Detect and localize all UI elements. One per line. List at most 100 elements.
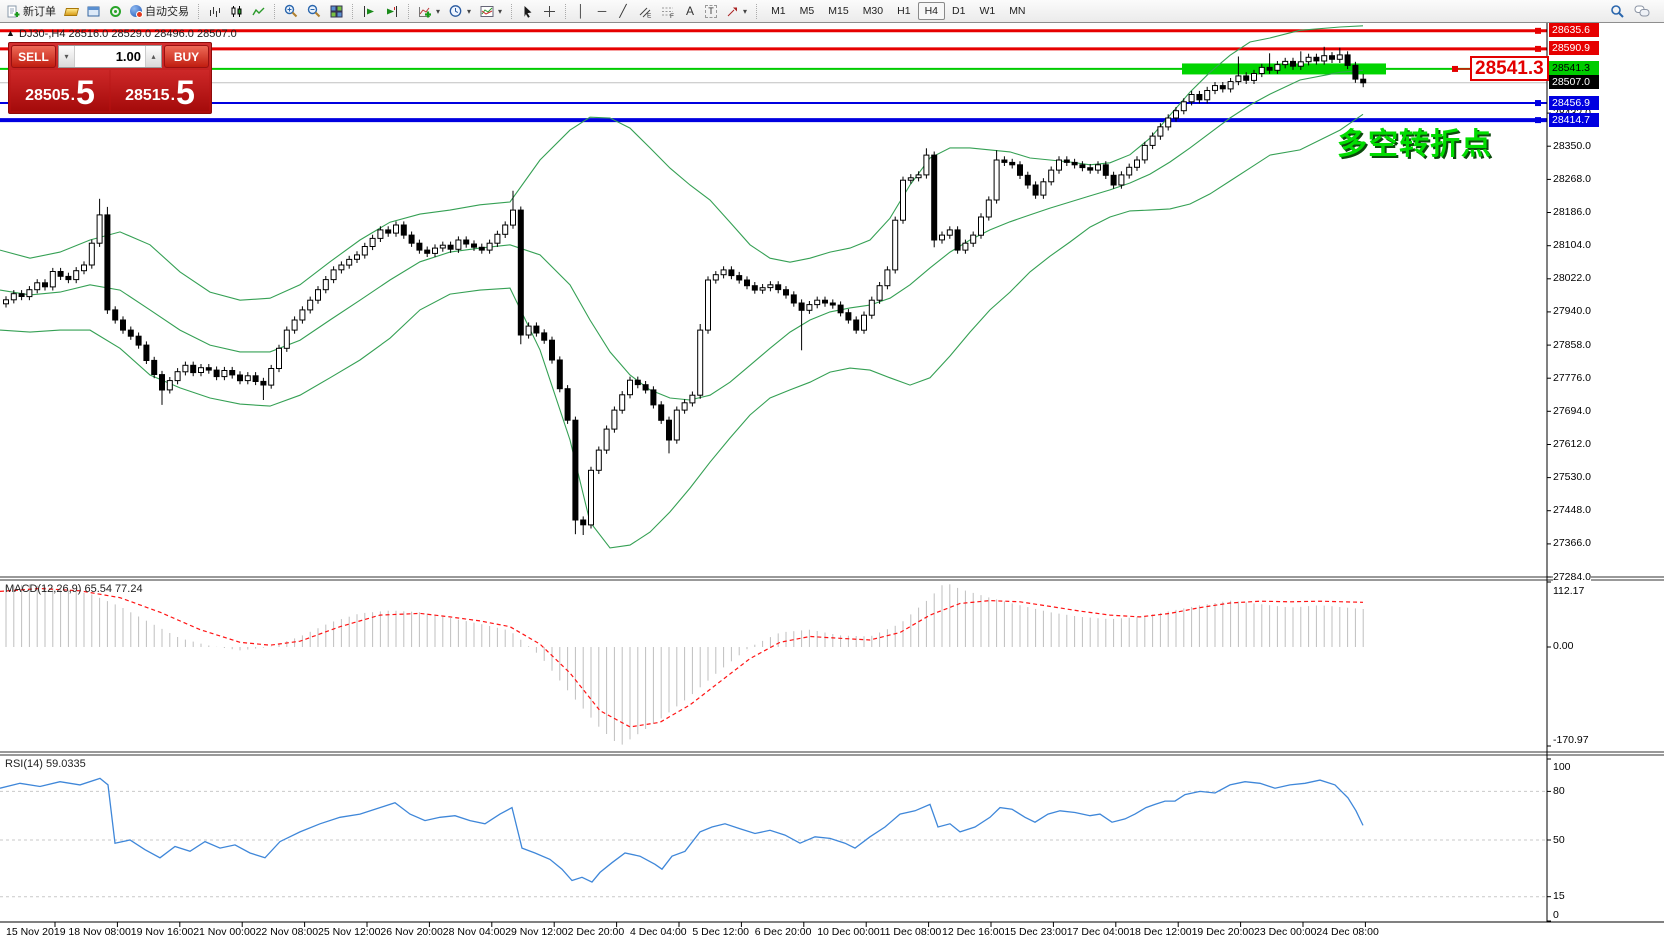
timeframe-mn[interactable]: MN: [1002, 2, 1032, 20]
price-chart-canvas[interactable]: [0, 23, 1664, 945]
price-tick-label: 27530.0: [1553, 471, 1591, 484]
dropdown-caret-icon: ▾: [743, 6, 748, 16]
time-axis-label: 5 Dec 12:00: [692, 926, 750, 938]
panel-divider[interactable]: [0, 575, 1664, 580]
text-label-icon: T: [705, 4, 717, 18]
time-axis-label: 10 Dec 00:00: [817, 926, 880, 938]
bid-dot: .: [70, 87, 76, 104]
vertical-line-tool-button[interactable]: │: [571, 1, 591, 21]
time-axis-label: 12 Dec 16:00: [942, 926, 1005, 938]
symbol-marker-icon: ▲: [6, 28, 15, 38]
price-tick-label: 28022.0: [1553, 272, 1591, 285]
volume-spinner: ▾ ▴: [58, 45, 162, 68]
periods-button[interactable]: ▾: [445, 1, 475, 21]
macd-scale-label: 112.17: [1553, 585, 1585, 597]
templates-button[interactable]: ▾: [476, 1, 506, 21]
panel-divider[interactable]: [0, 750, 1664, 755]
ask-price-display[interactable]: 28515. 5: [111, 70, 209, 111]
cursor-button[interactable]: [517, 1, 538, 21]
price-tick-label: 27284.0: [1553, 570, 1591, 583]
buy-button[interactable]: BUY: [164, 45, 209, 68]
time-axis[interactable]: [0, 923, 1664, 945]
toolbar-separator: [274, 3, 275, 19]
search-icon: [1611, 4, 1624, 18]
tile-windows-button[interactable]: [326, 1, 347, 21]
price-axis[interactable]: [1548, 23, 1664, 922]
line-chart-button[interactable]: [248, 1, 269, 21]
generated-axis-labels: 28432.028350.028268.028186.028104.028022…: [0, 23, 1664, 945]
indicators-button[interactable]: ▾: [414, 1, 444, 21]
price-tick-label: 27776.0: [1553, 371, 1591, 384]
new-order-button[interactable]: 新订单: [3, 1, 60, 21]
price-line-label: 28635.6: [1549, 23, 1599, 38]
zoom-in-icon: [284, 4, 298, 18]
bid-price-display[interactable]: 28505. 5: [11, 70, 109, 111]
timeframe-m15[interactable]: M15: [821, 2, 855, 20]
price-tick-label: 28350.0: [1553, 139, 1591, 152]
time-axis-label: 4 Dec 04:00: [630, 926, 687, 938]
timeframe-d1[interactable]: D1: [945, 2, 972, 20]
timeframe-h4[interactable]: H4: [917, 2, 945, 20]
search-button[interactable]: [1606, 1, 1629, 21]
text-tool-button[interactable]: A: [680, 1, 700, 21]
timeframe-m1[interactable]: M1: [764, 2, 793, 20]
toolbar-separator: [408, 3, 409, 19]
chart-workspace[interactable]: 28432.028350.028268.028186.028104.028022…: [0, 23, 1664, 945]
auto-scroll-button[interactable]: [358, 1, 380, 21]
timeframe-m30[interactable]: M30: [856, 2, 890, 20]
one-click-trading-panel: SELL ▾ ▴ BUY 28505.5 28515.5: [8, 42, 212, 114]
signals-button[interactable]: [105, 1, 125, 21]
bar-chart-button[interactable]: [204, 1, 225, 21]
zoom-out-button[interactable]: [303, 1, 325, 21]
sell-button[interactable]: SELL: [11, 45, 56, 68]
timeframe-m5[interactable]: M5: [793, 2, 822, 20]
autotrading-button[interactable]: 自动交易: [126, 1, 193, 21]
chat-button[interactable]: [1630, 1, 1655, 21]
price-line-label: 28507.0: [1549, 75, 1599, 90]
volume-decrease-button[interactable]: ▾: [59, 46, 75, 67]
signals-icon: [109, 5, 121, 17]
macd-scale-label: -170.97: [1553, 734, 1589, 746]
time-axis-label: 22 Nov 08:00: [255, 926, 319, 938]
price-tag-annotation[interactable]: 28541.3: [1470, 55, 1549, 81]
trendline-icon: ╱: [619, 4, 627, 18]
time-axis-label: 19 Dec 20:00: [1191, 926, 1255, 938]
svg-text:E: E: [647, 12, 652, 18]
price-tick-label: 27448.0: [1553, 504, 1591, 517]
template-icon: [480, 5, 494, 17]
note-text-annotation[interactable]: 多空转折点: [1337, 128, 1492, 161]
rsi-scale-label: 100: [1553, 761, 1571, 773]
navigator-button[interactable]: [83, 1, 104, 21]
new-order-label: 新订单: [23, 6, 56, 18]
clock-icon: [449, 5, 462, 17]
auto-scroll-icon: [364, 5, 374, 17]
tile-windows-icon: [330, 5, 343, 17]
candlestick-chart-button[interactable]: [226, 1, 247, 21]
zoom-in-button[interactable]: [280, 1, 302, 21]
crosshair-button[interactable]: [539, 1, 560, 21]
indicators-icon: [419, 6, 431, 17]
rsi-scale-label: 50: [1553, 833, 1565, 846]
text-label-tool-button[interactable]: T: [701, 1, 721, 21]
arrows-tool-button[interactable]: ▾: [722, 1, 751, 21]
ask-frac: 5: [176, 74, 195, 113]
time-axis-label: 15 Dec 23:00: [1004, 926, 1067, 938]
market-watch-button[interactable]: [61, 1, 82, 21]
time-axis-label: 29 Nov 12:00: [505, 926, 568, 938]
chart-shift-button[interactable]: [381, 1, 403, 21]
autotrading-icon: [130, 5, 143, 18]
timeframe-h1[interactable]: H1: [890, 2, 917, 20]
bid-main: 28505: [25, 87, 70, 104]
volume-increase-button[interactable]: ▴: [145, 46, 161, 67]
channel-tool-button[interactable]: E: [634, 1, 656, 21]
trendline-tool-button[interactable]: ╱: [613, 1, 633, 21]
volume-input[interactable]: [75, 46, 145, 67]
toolbar-separator: [511, 3, 513, 19]
price-line-label: 28456.9: [1549, 95, 1599, 110]
fibonacci-tool-button[interactable]: F: [657, 1, 679, 21]
horizontal-line-tool-button[interactable]: ─: [592, 1, 612, 21]
toolbar-separator: [198, 3, 199, 19]
timeframe-w1[interactable]: W1: [972, 2, 1002, 20]
price-line-label: 28414.7: [1549, 112, 1599, 127]
